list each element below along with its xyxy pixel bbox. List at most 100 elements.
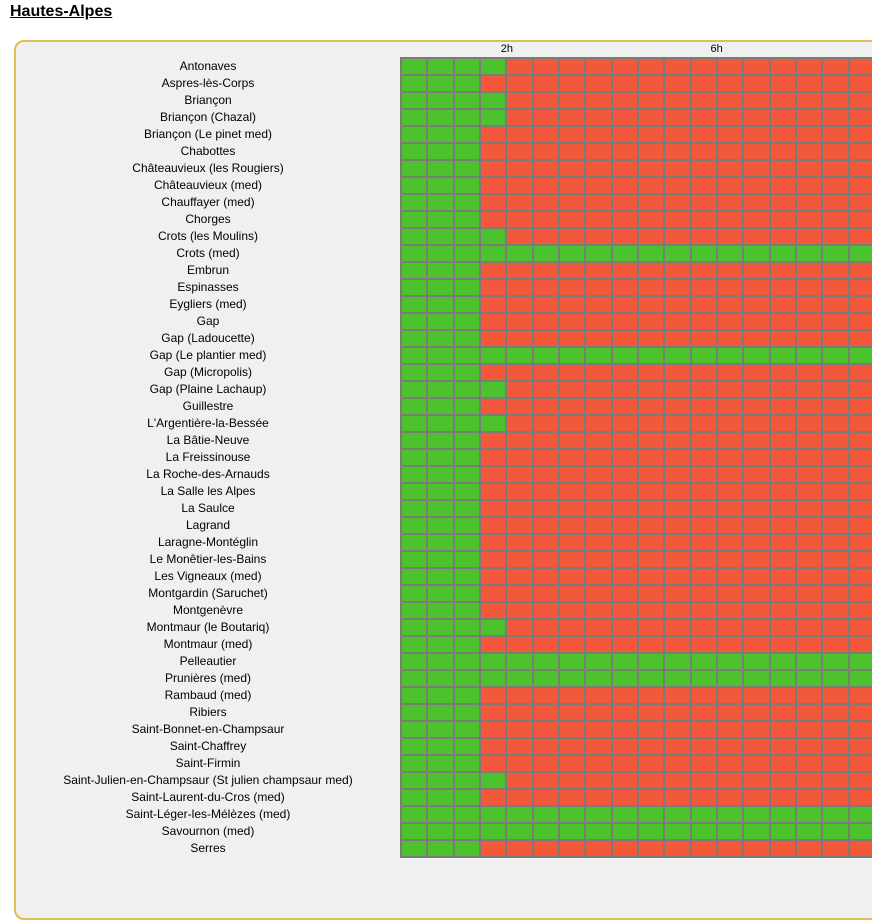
availability-cell <box>428 144 453 159</box>
station-row-label: Aspres-lès-Corps <box>161 76 255 90</box>
availability-cell <box>481 603 506 618</box>
availability-cell <box>665 450 690 465</box>
availability-cell <box>665 705 690 720</box>
availability-cell <box>823 399 848 414</box>
availability-cell <box>533 110 558 125</box>
availability-cell <box>744 399 769 414</box>
availability-cell <box>797 348 822 363</box>
availability-cell <box>533 586 558 601</box>
availability-cell <box>718 416 743 431</box>
availability-cell <box>481 144 506 159</box>
availability-cell <box>718 212 743 227</box>
station-row-label: Rambaud (med) <box>164 688 252 702</box>
station-row-label: Châteauvieux (med) <box>153 178 263 192</box>
availability-cell <box>823 756 848 771</box>
availability-cell <box>849 637 872 652</box>
availability-cell <box>823 535 848 550</box>
availability-cell <box>402 637 427 652</box>
availability-cell <box>481 246 506 261</box>
availability-cell <box>770 756 795 771</box>
availability-cell <box>823 110 848 125</box>
station-row-label: Ribiers <box>189 705 227 719</box>
availability-cell <box>560 76 585 91</box>
station-row-label: Lagrand <box>185 518 231 532</box>
station-row-label: Embrun <box>186 263 230 277</box>
availability-cell <box>665 773 690 788</box>
availability-cell <box>507 229 532 244</box>
availability-cell <box>560 501 585 516</box>
availability-cell <box>507 773 532 788</box>
availability-cell <box>454 620 479 635</box>
availability-cell <box>533 229 558 244</box>
station-row-label: Gap (Micropolis) <box>163 365 253 379</box>
availability-cell <box>849 297 872 312</box>
availability-cell <box>770 229 795 244</box>
availability-cell <box>454 110 479 125</box>
availability-cell <box>454 518 479 533</box>
availability-cell <box>507 756 532 771</box>
availability-cell <box>849 620 872 635</box>
availability-cell <box>612 416 637 431</box>
availability-cell <box>612 841 637 856</box>
availability-cell <box>797 433 822 448</box>
availability-cell <box>586 637 611 652</box>
availability-cell <box>639 399 664 414</box>
availability-cell <box>481 365 506 380</box>
availability-cell <box>481 382 506 397</box>
availability-cell <box>560 756 585 771</box>
availability-cell <box>718 620 743 635</box>
availability-cell <box>428 756 453 771</box>
availability-cell <box>481 841 506 856</box>
availability-cell <box>481 195 506 210</box>
availability-cell <box>639 416 664 431</box>
availability-cell <box>612 399 637 414</box>
availability-cell <box>718 365 743 380</box>
availability-cell <box>691 59 716 74</box>
availability-cell <box>797 297 822 312</box>
availability-cell <box>823 824 848 839</box>
availability-cell <box>586 790 611 805</box>
availability-cell <box>481 399 506 414</box>
availability-cell <box>454 399 479 414</box>
availability-cell <box>823 688 848 703</box>
availability-cell <box>691 824 716 839</box>
availability-cell <box>560 212 585 227</box>
availability-cell <box>481 807 506 822</box>
availability-cell <box>402 246 427 261</box>
availability-cell <box>428 501 453 516</box>
availability-cell <box>533 450 558 465</box>
availability-cell <box>428 620 453 635</box>
availability-cell <box>428 280 453 295</box>
availability-cell <box>639 484 664 499</box>
availability-cell <box>402 790 427 805</box>
availability-cell <box>691 314 716 329</box>
availability-cell <box>691 654 716 669</box>
availability-cell <box>744 195 769 210</box>
availability-cell <box>533 382 558 397</box>
availability-cell <box>665 569 690 584</box>
availability-cell <box>612 144 637 159</box>
availability-cell <box>744 807 769 822</box>
availability-cell <box>797 450 822 465</box>
availability-cell <box>691 331 716 346</box>
availability-cell <box>797 365 822 380</box>
availability-cell <box>665 688 690 703</box>
availability-cell <box>454 76 479 91</box>
availability-cell <box>665 841 690 856</box>
availability-cell <box>718 263 743 278</box>
availability-cell <box>481 671 506 686</box>
availability-cell <box>639 144 664 159</box>
availability-cell <box>849 450 872 465</box>
availability-cell <box>454 59 479 74</box>
availability-cell <box>823 382 848 397</box>
availability-cell <box>823 705 848 720</box>
station-row-label: La Salle les Alpes <box>160 484 256 498</box>
availability-cell <box>718 93 743 108</box>
availability-cell <box>533 467 558 482</box>
availability-cell <box>691 688 716 703</box>
availability-cell <box>639 59 664 74</box>
availability-cell <box>770 841 795 856</box>
availability-cell <box>849 790 872 805</box>
availability-cell <box>533 280 558 295</box>
availability-cell <box>507 110 532 125</box>
